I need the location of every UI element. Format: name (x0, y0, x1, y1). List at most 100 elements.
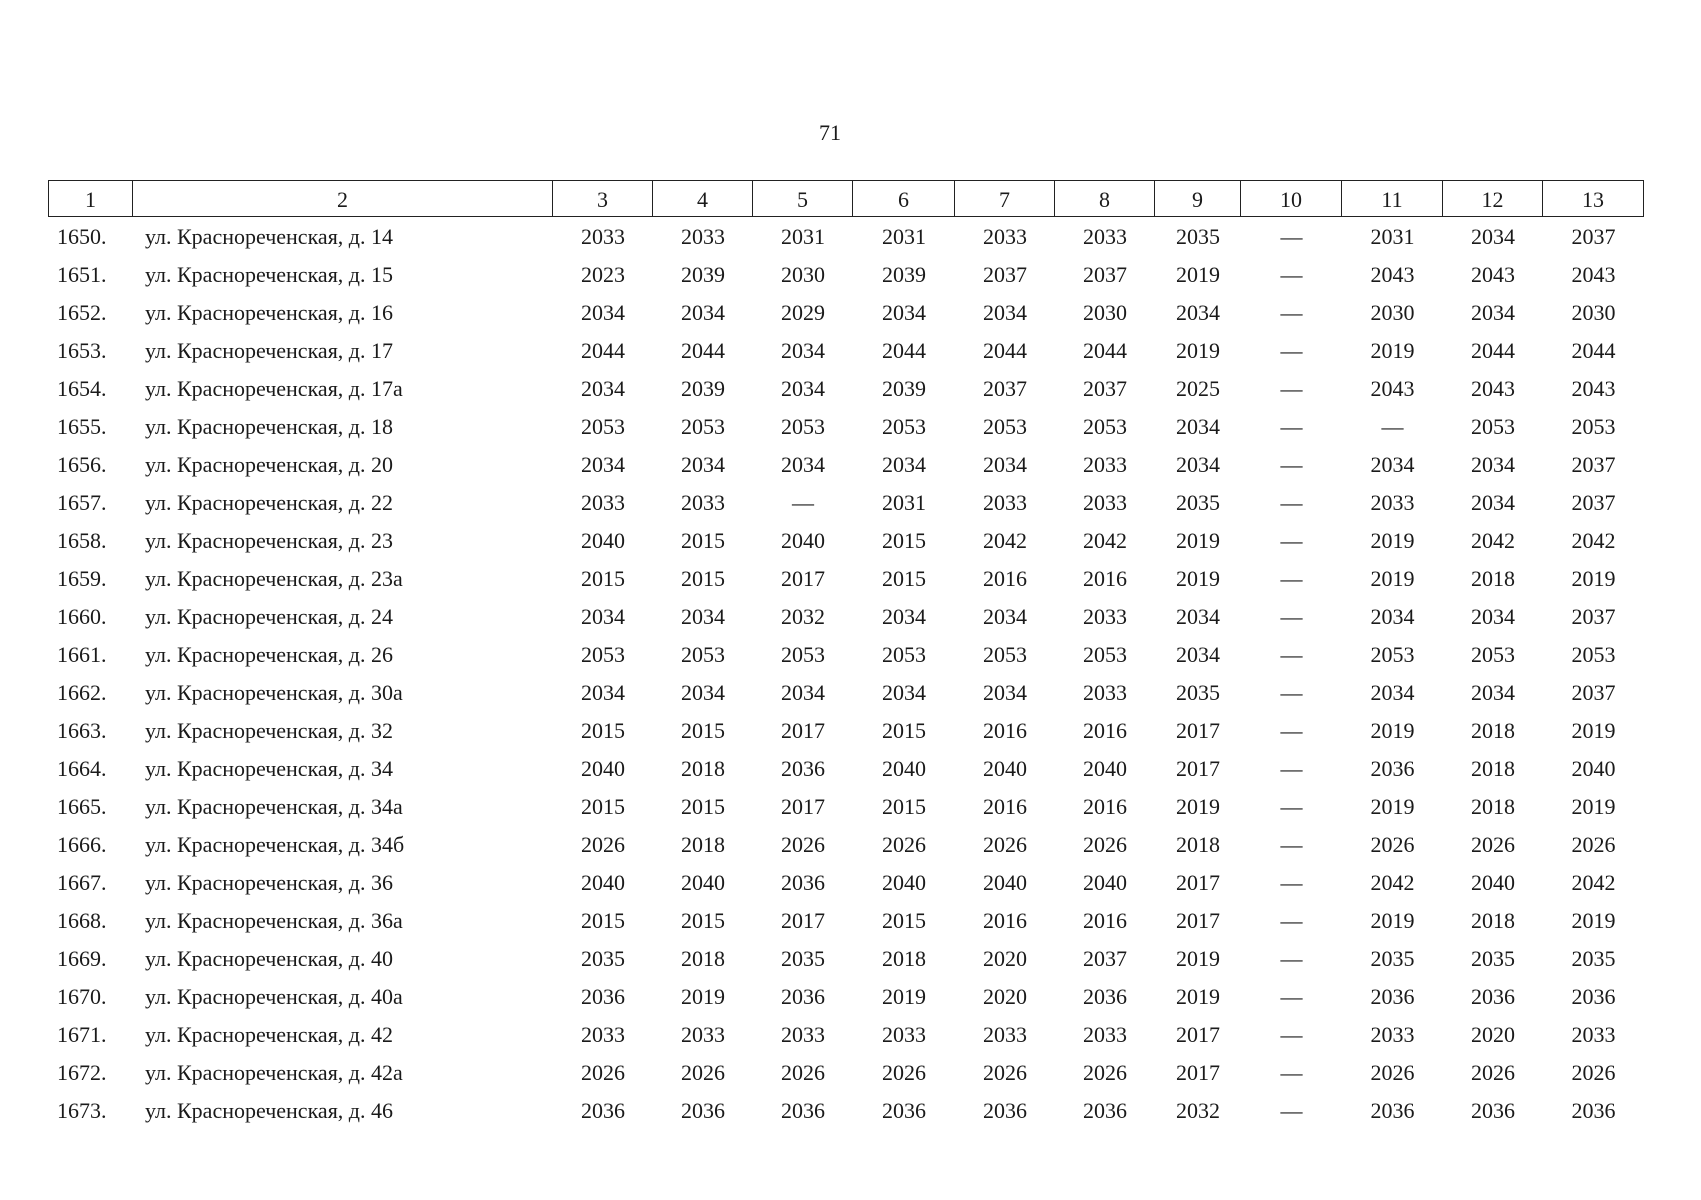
year-cell: 2035 (1370, 946, 1415, 971)
year-cell: 2034 (1471, 490, 1515, 515)
year-cell: 2036 (781, 870, 825, 895)
row-number: 1666. (57, 832, 107, 857)
year-cell: 2017 (781, 718, 825, 743)
year-cell: 2044 (983, 338, 1027, 363)
year-cell: 2019 (1176, 946, 1220, 971)
year-cell: 2033 (1083, 1022, 1127, 1047)
year-cell: 2019 (1176, 794, 1220, 819)
year-cell: 2040 (581, 528, 625, 553)
row-number: 1657. (57, 490, 107, 515)
row-number: 1660. (57, 604, 107, 629)
year-cell: 2015 (681, 794, 725, 819)
year-cell: 2016 (1083, 908, 1127, 933)
year-cell: 2037 (1571, 604, 1616, 629)
year-cell: 2018 (1471, 794, 1515, 819)
year-cell: 2026 (983, 1060, 1027, 1085)
year-cell: — (1280, 452, 1303, 477)
year-cell: 2018 (681, 832, 725, 857)
year-cell: 2015 (882, 908, 926, 933)
year-cell: — (1280, 300, 1303, 325)
year-cell: 2042 (1471, 528, 1515, 553)
year-cell: 2019 (1176, 566, 1220, 591)
address: ул. Краснореченская, д. 17а (145, 376, 403, 401)
year-cell: 2034 (983, 452, 1027, 477)
year-cell: 2033 (983, 490, 1027, 515)
address: ул. Краснореченская, д. 15 (145, 262, 394, 287)
header-cell: 11 (1341, 180, 1443, 217)
year-cell: 2039 (882, 376, 926, 401)
year-cell: 2040 (581, 756, 625, 781)
year-cell: 2040 (781, 528, 825, 553)
year-cell: — (1280, 756, 1303, 781)
year-cell: 2036 (1370, 984, 1415, 1009)
year-cell: 2034 (581, 376, 625, 401)
year-cell: 2026 (1083, 832, 1127, 857)
year-cell: — (792, 490, 814, 515)
row-number: 1658. (57, 528, 107, 553)
year-cell: 2040 (983, 756, 1027, 781)
year-cell: — (1280, 224, 1303, 249)
year-cell: 2033 (1571, 1022, 1616, 1047)
year-cell: 2017 (781, 908, 825, 933)
row-number: 1654. (57, 376, 107, 401)
year-cell: — (1280, 528, 1303, 553)
year-cell: 2033 (1083, 452, 1127, 477)
address: ул. Краснореченская, д. 34 (145, 756, 394, 781)
row-number: 1673. (57, 1098, 107, 1123)
year-cell: 2016 (983, 718, 1027, 743)
row-number: 1664. (57, 756, 107, 781)
header-cell: 7 (954, 180, 1055, 217)
address: ул. Краснореченская, д. 36 (145, 870, 394, 895)
address: ул. Краснореченская, д. 16 (145, 300, 394, 325)
year-cell: 2026 (1471, 832, 1515, 857)
year-cell: 2017 (1176, 756, 1220, 781)
year-cell: 2053 (1083, 414, 1127, 439)
year-cell: 2019 (1370, 794, 1415, 819)
year-cell: 2034 (581, 300, 625, 325)
year-cell: 2031 (882, 490, 926, 515)
year-cell: 2019 (1176, 262, 1220, 287)
header-cell: 9 (1154, 180, 1241, 217)
year-cell: 2019 (1370, 566, 1415, 591)
year-cell: 2026 (1370, 832, 1415, 857)
year-cell: 2034 (1176, 300, 1220, 325)
year-cell: 2040 (1471, 870, 1515, 895)
address: ул. Краснореченская, д. 23а (145, 566, 403, 591)
year-cell: 2053 (1471, 642, 1515, 667)
year-cell: 2030 (1370, 300, 1415, 325)
address: ул. Краснореченская, д. 32 (145, 718, 394, 743)
year-cell: 2036 (781, 984, 825, 1009)
year-cell: 2019 (681, 984, 725, 1009)
year-cell: 2034 (681, 604, 725, 629)
year-cell: 2053 (581, 414, 625, 439)
year-cell: 2017 (1176, 1060, 1220, 1085)
year-cell: 2015 (681, 908, 725, 933)
year-cell: 2036 (1571, 1098, 1616, 1123)
year-cell: 2040 (681, 870, 725, 895)
year-cell: 2034 (1370, 452, 1415, 477)
year-cell: 2042 (983, 528, 1027, 553)
year-cell: 2030 (1571, 300, 1616, 325)
row-number: 1661. (57, 642, 107, 667)
year-cell: 2031 (1370, 224, 1415, 249)
year-cell: — (1280, 604, 1303, 629)
year-cell: — (1280, 832, 1303, 857)
year-cell: 2040 (1083, 870, 1127, 895)
year-cell: 2033 (882, 1022, 926, 1047)
year-cell: 2034 (983, 604, 1027, 629)
year-cell: 2019 (1176, 528, 1220, 553)
year-cell: 2034 (581, 680, 625, 705)
year-cell: 2035 (1176, 680, 1220, 705)
row-number: 1651. (57, 262, 107, 287)
year-cell: 2053 (681, 642, 725, 667)
year-cell: — (1381, 414, 1404, 439)
year-cell: 2053 (882, 642, 926, 667)
year-cell: 2016 (1083, 794, 1127, 819)
year-cell: 2053 (1471, 414, 1515, 439)
year-cell: 2034 (1471, 300, 1515, 325)
year-cell: 2026 (1571, 832, 1616, 857)
row-number: 1663. (57, 718, 107, 743)
year-cell: 2044 (1571, 338, 1616, 363)
year-cell: 2015 (581, 566, 625, 591)
year-cell: 2019 (1176, 984, 1220, 1009)
